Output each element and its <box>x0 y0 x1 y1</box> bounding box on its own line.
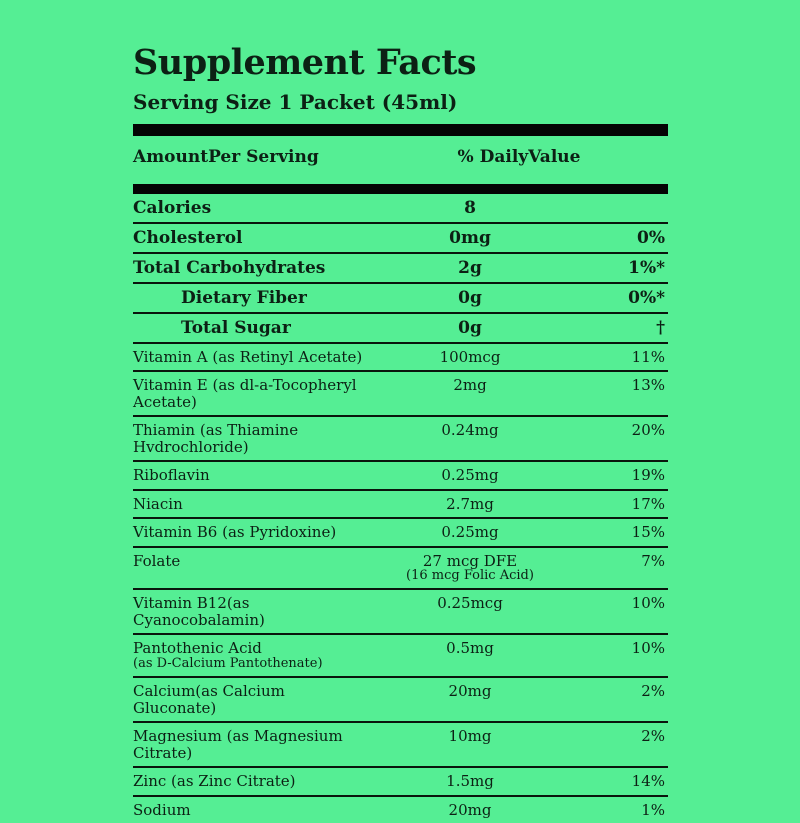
nutrient-name: Niacin <box>133 496 370 513</box>
label-title: Supplement Facts <box>133 44 668 83</box>
nutrient-amount: 0mg <box>370 228 570 248</box>
nutrient-amount: 0.25mg <box>370 524 570 541</box>
nutrient-daily-value: 10% <box>570 595 668 612</box>
nutrient-daily-value: 7% <box>570 553 668 570</box>
serving-size: Serving Size 1 Packet (45ml) <box>133 90 668 114</box>
nutrient-daily-value: 0% <box>570 228 668 248</box>
micro-row: Pantothenic Acid(as D-Calcium Pantothena… <box>133 635 668 678</box>
column-header-row: AmountPer Serving % DailyValue <box>133 136 668 174</box>
nutrient-name: Sodium <box>133 802 370 819</box>
nutrient-amount: 2g <box>370 258 570 278</box>
nutrient-amount: 0g <box>370 318 570 338</box>
nutrient-daily-value: 2% <box>570 728 668 745</box>
nutrient-amount: 0g <box>370 288 570 308</box>
nutrient-daily-value: 19% <box>570 467 668 484</box>
thick-divider-top <box>133 124 668 136</box>
nutrient-amount: 8 <box>370 198 570 218</box>
nutrient-name: Riboflavin <box>133 467 370 484</box>
nutrient-daily-value: 13% <box>570 377 668 394</box>
nutrient-name: Vitamin B6 (as Pyridoxine) <box>133 524 370 541</box>
nutrient-amount: 20mg <box>370 802 570 819</box>
micro-row: Thiamin (as Thiamine Hvdrochloride)0.24m… <box>133 417 668 462</box>
supplement-facts-label: Supplement Facts Serving Size 1 Packet (… <box>133 44 668 823</box>
nutrient-name: Thiamin (as Thiamine Hvdrochloride) <box>133 422 370 455</box>
nutrient-amount: 10mg <box>370 728 570 745</box>
nutrient-daily-value: 14% <box>570 773 668 790</box>
nutrient-name: Pantothenic Acid(as D-Calcium Pantothena… <box>133 640 370 671</box>
nutrient-amount: 20mg <box>370 683 570 700</box>
nutrient-daily-value: 2% <box>570 683 668 700</box>
nutrient-amount: 27 mcg DFE(16 mcg Folic Acid) <box>370 553 570 584</box>
nutrient-daily-value: 15% <box>570 524 668 541</box>
nutrient-name: Folate <box>133 553 370 570</box>
nutrient-name: Magnesium (as Magnesium Citrate) <box>133 728 370 761</box>
nutrient-amount-line2: (16 mcg Folic Acid) <box>370 569 570 583</box>
nutrient-daily-value: 11% <box>570 349 668 366</box>
nutrient-amount: 2.7mg <box>370 496 570 513</box>
nutrient-amount: 0.5mg <box>370 640 570 657</box>
micro-row: Vitamin E (as dl-a-Tocopheryl Acetate)2m… <box>133 372 668 417</box>
nutrient-amount: 0.25mcg <box>370 595 570 612</box>
nutrient-amount: 0.24mg <box>370 422 570 439</box>
nutrient-amount: 0.25mg <box>370 467 570 484</box>
nutrient-daily-value: 1%* <box>570 258 668 278</box>
daily-value-column-header: % DailyValue <box>370 147 668 167</box>
nutrient-name: Cholesterol <box>133 228 370 248</box>
amount-column-header: AmountPer Serving <box>133 147 370 167</box>
nutrient-amount: 1.5mg <box>370 773 570 790</box>
nutrient-daily-value: 0%* <box>570 288 668 308</box>
nutrient-name: Calories <box>133 198 370 218</box>
nutrient-name: Calcium(as Calcium Gluconate) <box>133 683 370 716</box>
nutrient-daily-value: 10% <box>570 640 668 657</box>
nutrient-name-line1: Pantothenic Acid <box>133 640 370 657</box>
nutrient-name: Zinc (as Zinc Citrate) <box>133 773 370 790</box>
nutrient-daily-value: † <box>570 318 668 338</box>
nutrient-name-line2: (as D-Calcium Pantothenate) <box>133 657 370 671</box>
nutrient-name: Vitamin A (as Retinyl Acetate) <box>133 349 370 366</box>
nutrient-name: Vitamin B12(as Cyanocobalamin) <box>133 595 370 628</box>
nutrient-name: Total Sugar <box>133 318 370 338</box>
nutrient-name: Dietary Fiber <box>133 288 370 308</box>
nutrient-name: Total Carbohydrates <box>133 258 370 278</box>
nutrient-amount: 2mg <box>370 377 570 394</box>
thick-divider-header <box>133 184 668 194</box>
nutrient-name: Vitamin E (as dl-a-Tocopheryl Acetate) <box>133 377 370 410</box>
nutrient-daily-value: 17% <box>570 496 668 513</box>
nutrient-daily-value: 1% <box>570 802 668 819</box>
nutrient-amount-line1: 27 mcg DFE <box>370 553 570 570</box>
nutrient-amount: 100mcg <box>370 349 570 366</box>
nutrient-daily-value: 20% <box>570 422 668 439</box>
